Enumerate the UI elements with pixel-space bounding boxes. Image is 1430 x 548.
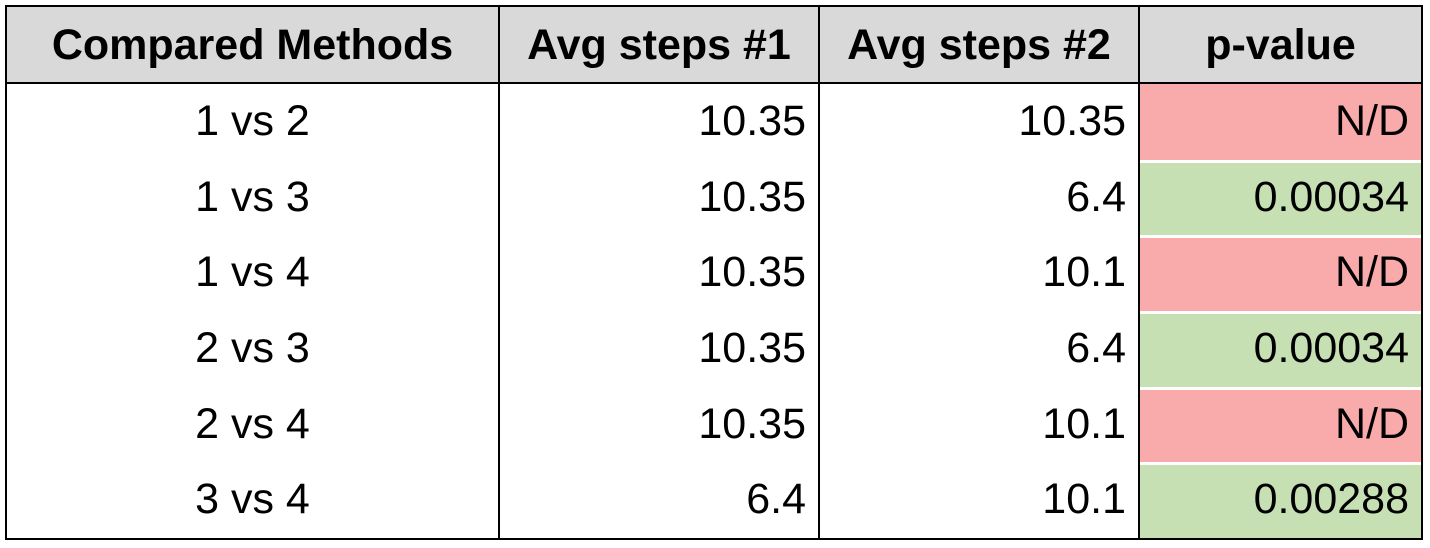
steps-cell: 10.35 [500,311,820,387]
steps-cell: 10.35 [500,159,820,236]
header-cell: Avg steps #1 [500,7,820,84]
method-cell: 1 vs 3 [7,159,500,236]
method-cell: 2 vs 4 [7,386,500,463]
steps-cell: 10.1 [820,386,1140,463]
header-cell: Compared Methods [7,7,500,84]
header-cell: p-value [1140,7,1421,84]
steps-cell: 10.35 [500,84,820,160]
steps-cell: 10.35 [500,386,820,463]
method-cell: 3 vs 4 [7,462,500,538]
p-value-cell: N/D [1140,386,1421,463]
p-value-cell: N/D [1140,84,1421,160]
method-cell: 1 vs 2 [7,84,500,160]
p-value-cell: 0.00034 [1140,159,1421,236]
steps-cell: 10.1 [820,235,1140,311]
p-value-cell: 0.00288 [1140,462,1421,538]
header-cell: Avg steps #2 [820,7,1140,84]
steps-cell: 10.35 [820,84,1140,160]
p-value-cell: N/D [1140,235,1421,311]
steps-cell: 10.1 [820,462,1140,538]
table: Compared Methods Avg steps #1 Avg steps #2… [5,5,1423,540]
method-cell: 1 vs 4 [7,235,500,311]
steps-cell: 6.4 [820,159,1140,236]
steps-cell: 6.4 [820,311,1140,387]
method-cell: 2 vs 3 [7,311,500,387]
steps-cell: 6.4 [500,462,820,538]
steps-cell: 10.35 [500,235,820,311]
p-value-cell: 0.00034 [1140,311,1421,387]
